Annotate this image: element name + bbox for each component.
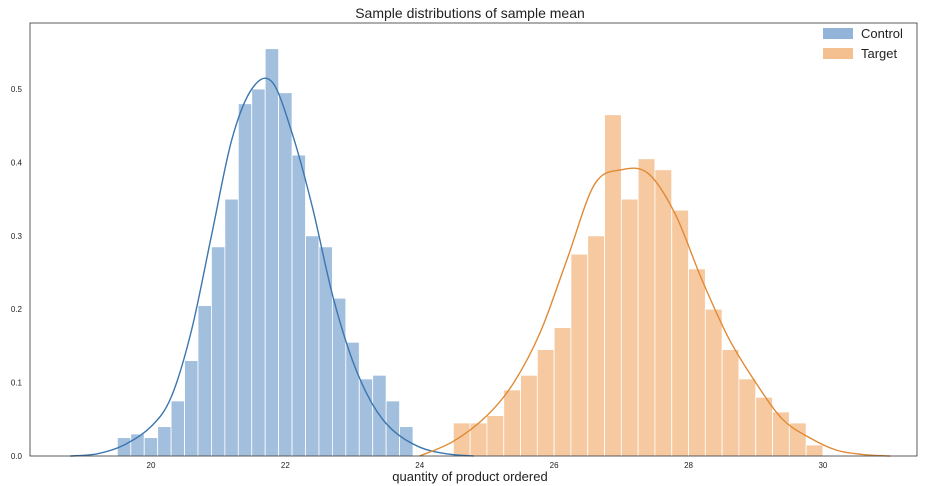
y-tick-label: 0.0 (11, 452, 23, 461)
histogram-bar (237, 103, 253, 457)
x-tick-label: 22 (281, 461, 290, 470)
histogram-bar (755, 396, 773, 457)
histogram-bar (211, 246, 226, 457)
histogram-bar (331, 297, 347, 457)
histogram-bar (671, 209, 689, 457)
histogram-bar (604, 114, 622, 457)
y-tick-label: 0.2 (11, 305, 23, 314)
histogram-bar (553, 327, 572, 457)
y-tick-label: 0.3 (11, 232, 23, 241)
kde-line-control (70, 77, 474, 457)
x-tick-label: 30 (818, 461, 827, 470)
histogram-bar (486, 415, 505, 457)
chart-title: Sample distributions of sample mean (355, 5, 585, 21)
histogram-bar (358, 378, 374, 457)
x-tick-label: 28 (684, 461, 693, 470)
histogram-bar (738, 378, 757, 457)
legend-swatch-target (823, 48, 853, 59)
legend-label-control: Control (861, 26, 903, 41)
x-tick-label: 20 (147, 461, 156, 470)
histogram-bar (264, 48, 280, 457)
histogram-bar (704, 308, 723, 457)
histogram-bar (143, 437, 159, 457)
y-tick-label: 0.5 (11, 85, 23, 94)
histogram-bar (157, 426, 172, 457)
y-tick-label: 0.1 (11, 379, 23, 388)
histogram-bar (805, 444, 824, 457)
histogram-bar (570, 253, 589, 457)
histogram-bar (654, 169, 673, 457)
histogram-bar (251, 88, 266, 457)
histogram-bar (184, 360, 199, 457)
histogram-bar (788, 422, 807, 457)
histogram-bar (536, 349, 555, 457)
histogram-bar (399, 426, 414, 457)
x-tick-label: 24 (415, 461, 424, 470)
histogram-bar (620, 198, 639, 457)
histogram-bar (503, 389, 521, 457)
histogram-bar (637, 158, 656, 457)
x-tick-label: 26 (550, 461, 559, 470)
histogram-bar (721, 349, 740, 457)
legend-label-target: Target (861, 46, 898, 61)
plot-frame (29, 22, 918, 457)
histogram-bar (197, 305, 212, 457)
histogram-bar (520, 374, 538, 457)
histogram-bar (772, 411, 790, 457)
histogram-bar (278, 92, 293, 457)
histogram-bar (318, 246, 333, 457)
histogram-bar (688, 268, 706, 457)
y-tick-label: 0.4 (11, 158, 23, 167)
histogram-bar (587, 235, 605, 457)
x-axis-label: quantity of product ordered (392, 469, 547, 484)
histogram-bar (291, 154, 306, 457)
histogram-bar (170, 400, 185, 457)
legend-swatch-control (823, 28, 853, 39)
histogram-bar (385, 400, 400, 457)
series-target-bars (452, 114, 824, 457)
plot-area: 20 22 24 26 28 30 0.0 0.1 0.2 0.3 0.4 0.5 (11, 22, 918, 470)
kde-line-target (419, 167, 891, 457)
histogram-bar (305, 235, 320, 457)
histogram-bar (224, 198, 239, 457)
legend: Control Target (823, 26, 903, 61)
